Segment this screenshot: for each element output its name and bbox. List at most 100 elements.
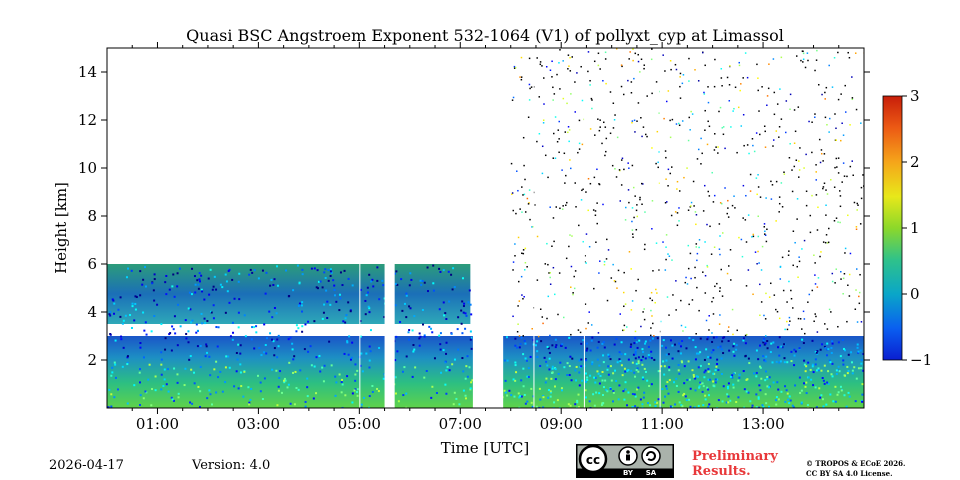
data-pixel <box>564 346 567 349</box>
data-pixel <box>287 338 290 341</box>
data-pixel <box>188 358 191 361</box>
noise-pixel <box>719 290 721 292</box>
noise-pixel <box>628 251 631 253</box>
noise-pixel <box>593 60 596 63</box>
data-pixel <box>686 378 689 381</box>
noise-pixel <box>803 167 805 169</box>
noise-pixel <box>852 174 854 177</box>
noise-pixel <box>616 136 619 139</box>
noise-pixel <box>696 158 699 160</box>
noise-pixel <box>711 171 713 174</box>
data-pixel <box>727 339 730 342</box>
data-pixel <box>546 364 549 367</box>
noise-pixel <box>860 186 863 189</box>
y-axis-label: Height [km] <box>52 182 70 274</box>
data-pixel <box>857 367 860 370</box>
data-pixel <box>568 365 571 368</box>
noise-pixel <box>787 254 790 256</box>
data-pixel <box>271 338 274 341</box>
data-pixel <box>860 359 863 362</box>
data-pixel <box>279 370 282 373</box>
data-pixel <box>213 275 216 278</box>
data-pixel <box>526 400 529 403</box>
noise-pixel <box>736 151 738 154</box>
noise-pixel <box>794 130 797 133</box>
noise-pixel <box>791 190 794 193</box>
noise-pixel <box>856 321 859 323</box>
noise-pixel <box>754 251 757 253</box>
data-pixel <box>126 355 129 358</box>
data-pixel <box>255 325 258 328</box>
data-pixel <box>122 319 125 322</box>
noise-pixel <box>650 58 653 61</box>
noise-pixel <box>524 211 527 213</box>
data-pixel <box>844 374 847 377</box>
data-pixel <box>444 383 447 386</box>
noise-pixel <box>802 52 805 55</box>
noise-pixel <box>714 58 716 61</box>
noise-pixel <box>721 85 723 87</box>
data-pixel <box>775 403 778 406</box>
data-pixel <box>820 394 823 397</box>
noise-pixel <box>698 309 700 312</box>
data-pixel <box>519 342 522 345</box>
data-pixel <box>209 374 212 377</box>
data-pixel <box>411 329 414 332</box>
data-pixel <box>772 381 775 384</box>
data-pixel <box>183 384 186 387</box>
data-pixel <box>783 357 786 360</box>
noise-pixel <box>695 223 697 226</box>
data-pixel <box>855 377 858 380</box>
noise-pixel <box>627 189 630 191</box>
noise-pixel <box>834 113 836 115</box>
data-pixel <box>188 291 191 294</box>
noise-pixel <box>686 283 689 285</box>
data-pixel <box>261 398 264 401</box>
data-pixel <box>551 372 554 375</box>
noise-pixel <box>814 262 816 264</box>
data-pixel <box>244 335 247 338</box>
noise-pixel <box>670 68 672 71</box>
data-pixel <box>584 396 587 399</box>
data-pixel <box>518 346 521 349</box>
data-pixel <box>838 370 841 373</box>
noise-pixel <box>802 61 804 63</box>
data-pixel <box>683 392 686 395</box>
data-pixel <box>304 405 307 408</box>
noise-pixel <box>713 149 716 151</box>
data-pixel <box>668 369 671 372</box>
data-pixel <box>194 283 197 286</box>
data-pixel <box>127 267 130 270</box>
noise-pixel <box>765 292 767 295</box>
noise-pixel <box>567 68 569 70</box>
noise-pixel <box>666 296 669 298</box>
noise-pixel <box>569 159 571 161</box>
data-pixel <box>671 344 674 347</box>
noise-pixel <box>538 132 541 135</box>
data-pixel <box>276 338 279 341</box>
data-pixel <box>853 366 856 369</box>
noise-pixel <box>512 96 515 99</box>
data-pixel <box>176 381 179 384</box>
noise-pixel <box>606 299 609 302</box>
data-pixel <box>201 322 204 325</box>
noise-pixel <box>524 261 527 264</box>
data-pixel <box>834 400 837 403</box>
noise-pixel <box>558 62 560 64</box>
noise-pixel <box>679 97 682 99</box>
data-pixel <box>199 344 202 347</box>
data-pixel <box>255 331 258 334</box>
data-pixel <box>517 392 520 395</box>
data-pixel <box>243 370 246 373</box>
noise-pixel <box>604 51 607 54</box>
data-pixel <box>329 268 332 271</box>
data-pixel <box>461 332 464 335</box>
data-pixel <box>673 343 676 346</box>
noise-pixel <box>797 106 800 108</box>
data-pixel <box>814 358 817 361</box>
x-axis-label: Time [UTC] <box>441 439 530 457</box>
noise-pixel <box>756 263 758 265</box>
data-pixel <box>243 314 246 317</box>
noise-pixel <box>663 117 665 120</box>
noise-pixel <box>534 204 536 206</box>
